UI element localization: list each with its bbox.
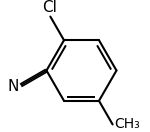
Text: Cl: Cl [42, 0, 57, 15]
Text: CH₃: CH₃ [114, 117, 140, 131]
Text: N: N [8, 79, 19, 94]
